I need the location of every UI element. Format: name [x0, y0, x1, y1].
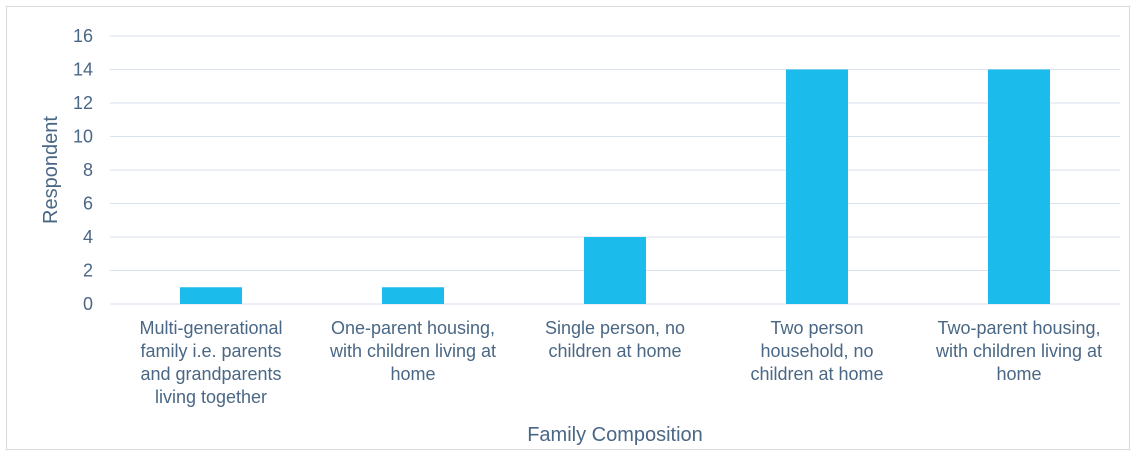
x-category-label-line: home: [996, 364, 1041, 384]
x-category-label-line: with children living at: [329, 341, 496, 361]
x-category-label-line: home: [390, 364, 435, 384]
x-category-label: Two-parent housing, with children living …: [935, 318, 1102, 384]
chart-frame: [6, 6, 1130, 450]
bars: [180, 69, 1050, 304]
bar: [584, 237, 646, 304]
y-tick-labels: 0 2 4 6 8 10 12 14 16: [73, 26, 93, 314]
x-category-label: Two person household, no children at home: [750, 318, 883, 384]
y-tick-label: 2: [83, 261, 93, 281]
x-category-labels: Multi-generational family i.e. parents and…: [139, 318, 1102, 407]
y-axis-title: Respondent: [40, 116, 62, 224]
x-category-label-line: Multi-generational: [139, 318, 282, 338]
y-tick-label: 4: [83, 227, 93, 247]
y-tick-label: 12: [73, 93, 93, 113]
x-category-label-line: family i.e. parents: [140, 341, 281, 361]
x-category-label: Multi-generational family i.e. parents and…: [139, 318, 282, 407]
bar: [180, 287, 242, 304]
x-category-label-line: living together: [155, 387, 267, 407]
x-category-label-line: with children living at: [935, 341, 1102, 361]
x-category-label-line: and grandparents: [140, 364, 281, 384]
bar: [786, 69, 848, 304]
bar: [988, 69, 1050, 304]
gridlines: [110, 35, 1120, 305]
x-category-label-line: Two-parent housing,: [937, 318, 1100, 338]
y-tick-label: 14: [73, 60, 93, 80]
x-category-label-line: household, no: [760, 341, 873, 361]
y-tick-label: 6: [83, 194, 93, 214]
x-category-label-line: One-parent housing,: [331, 318, 495, 338]
x-category-label: Single person, no children at home: [545, 318, 685, 361]
y-tick-label: 10: [73, 127, 93, 147]
x-category-label-line: children at home: [548, 341, 681, 361]
x-category-label-line: Single person, no: [545, 318, 685, 338]
x-category-label: One-parent housing, with children living …: [329, 318, 496, 384]
bar: [382, 287, 444, 304]
y-tick-label: 16: [73, 26, 93, 46]
x-axis-title: Family Composition: [527, 424, 703, 446]
y-tick-label: 8: [83, 160, 93, 180]
x-category-label-line: children at home: [750, 364, 883, 384]
x-category-label-line: Two person: [770, 318, 863, 338]
y-tick-label: 0: [83, 294, 93, 314]
